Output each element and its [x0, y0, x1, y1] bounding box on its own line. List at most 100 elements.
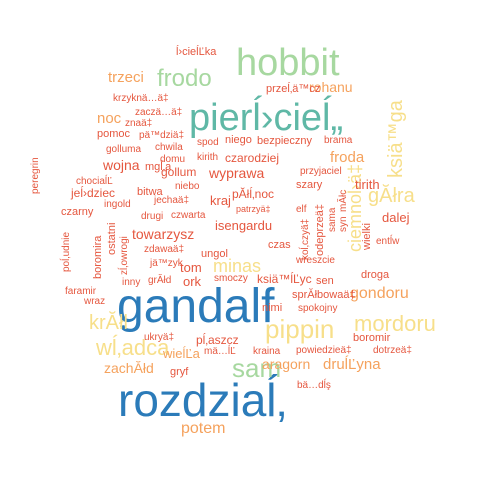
word-drugi: drugi	[141, 211, 164, 222]
word-wyprawa: wyprawa	[209, 165, 265, 181]
word-sprobowac: sprĂłbowaä‡	[292, 289, 356, 301]
word-znac: znaä‡	[125, 118, 153, 129]
word-plaszcz: pĺ‚aszcz	[196, 333, 239, 347]
word-faramir: faramir	[65, 286, 97, 297]
word-polnoc: pĂłĺ‚noc	[232, 187, 275, 201]
word-potem: potem	[181, 420, 226, 437]
word-zlowrogi: zĺ‚owrogi	[119, 236, 130, 275]
word-sam: sam	[232, 353, 282, 383]
word-poludnie: poĺ‚udnie	[61, 231, 72, 272]
word-kirith: kirith	[197, 152, 219, 163]
word-druzyna: druĺĽyna	[323, 356, 381, 373]
word-konczyc: koĺ‚czyä‡	[300, 218, 311, 260]
word-spokojny: spokojny	[298, 303, 338, 314]
word-chwila: chwila	[155, 142, 183, 153]
word-maz: mä…ĺĽ	[204, 346, 236, 357]
word-wraz: wraz	[84, 296, 106, 307]
word-czarny: czarny	[61, 206, 94, 218]
word-kraina: kraina	[253, 346, 281, 357]
word-boromir: boromir	[353, 332, 391, 344]
word-gondoru: gondoru	[350, 285, 409, 302]
word-zachod: zachĂłd	[104, 360, 154, 376]
word-boromira: boromira	[92, 235, 104, 279]
word-mgla: mgĺ‚a	[145, 161, 172, 173]
word-noc: noc	[97, 110, 122, 127]
word-zaczac: zaczä…ä‡	[135, 107, 183, 118]
word-czwarta: czwarta	[171, 210, 206, 221]
word-inny: inny	[122, 277, 141, 288]
word-gora: gĂłra	[368, 185, 415, 207]
word-ksiezyc: ksiä™ĺĽyc	[257, 272, 312, 286]
word-entow: entĺw	[376, 236, 400, 247]
word-sama: sama	[327, 207, 338, 232]
word-dalej: dalej	[382, 210, 410, 225]
word-sciezka: ĺ›cieĺĽka	[176, 46, 217, 58]
word-mordoru: mordoru	[354, 311, 436, 336]
word-trzeci: trzeci	[108, 69, 144, 86]
word-chociaz: chociaĺĽ	[76, 176, 113, 187]
word-hobbit: hobbit	[236, 42, 340, 84]
word-bitwa: bitwa	[137, 186, 163, 198]
word-wieza: wieĺĽa	[163, 346, 200, 361]
word-jezyk: jä™zyk	[150, 258, 183, 269]
word-ungol: ungol	[201, 248, 228, 260]
word-frodo: frodo	[157, 65, 212, 92]
word-gollum: gollum	[161, 165, 197, 179]
word-pippin: pippin	[265, 314, 335, 344]
word-rozdzial: rozdziaĺ‚	[118, 374, 287, 426]
word-gandalf: gandalf	[117, 280, 275, 333]
word-zdawac: zdawaä‡	[144, 244, 185, 255]
word-droga: droga	[361, 269, 390, 281]
word-golluma: golluma	[106, 144, 142, 155]
word-czas: czas	[268, 239, 291, 251]
word-pomoc: pomoc	[97, 128, 131, 140]
word-kraj: kraj	[210, 193, 231, 208]
word-krol: krĂłl	[89, 312, 128, 334]
word-bezpieczny: bezpieczny	[257, 135, 313, 147]
word-pedzic: pä™dziä‡	[139, 130, 185, 141]
word-jechac: jechaä‡	[154, 195, 190, 206]
word-odeprzec: odeprzeä‡	[314, 204, 326, 256]
word-grod: grĂłd	[148, 275, 172, 286]
word-pierscien: pierĺ›cieĺ„	[189, 97, 344, 139]
word-badz: bä…dĺş	[297, 380, 331, 391]
word-gryf: gryf	[170, 366, 189, 378]
word-sen: sen	[316, 275, 334, 287]
word-patrzyc: patrzyä‡	[236, 204, 271, 214]
word-wojna: wojna	[103, 157, 140, 173]
word-domu: domu	[160, 154, 186, 165]
word-tom: tom	[180, 260, 202, 275]
word-froda: froda	[330, 149, 365, 166]
word-towarzysz: towarzysz	[132, 226, 195, 242]
word-nimi: nimi	[262, 302, 283, 314]
word-dotrzec: dotrzeä‡	[373, 345, 412, 356]
word-jezdziec: jeĺ›dziec	[71, 186, 116, 200]
word-aragorn: aragorn	[262, 356, 311, 372]
word-ingold: ingold	[104, 199, 131, 210]
word-ork: ork	[183, 274, 202, 289]
word-ostatni: ostatni	[106, 222, 118, 255]
word-przyjaciel: przyjaciel	[300, 166, 342, 177]
word-niebo: niebo	[175, 181, 200, 192]
word-szary: szary	[296, 179, 323, 191]
word-elf: elf	[296, 204, 307, 215]
word-spod: niego	[225, 134, 252, 146]
word-wladca: wĺ‚adca	[96, 335, 170, 360]
word-syn: syn	[338, 216, 349, 232]
word-isengardu: isengardu	[215, 218, 273, 233]
word-tirith: tirith	[355, 177, 380, 192]
word-ukryc: ukryä‡	[144, 332, 175, 343]
word-moc: mĂłc	[338, 189, 349, 212]
word-rohanu: rohanu	[309, 79, 353, 95]
word-krzyknac: krzyknä…ä‡	[113, 93, 169, 104]
word-niego: spod	[197, 137, 219, 148]
word-powiedziec: powiedzieä‡	[296, 345, 352, 356]
word-peregrin: peregrin	[30, 157, 41, 194]
word-wreszcie: wreszcie	[296, 255, 335, 266]
word-ksiega: ksiä™ga	[385, 100, 407, 178]
word-brama: brama	[324, 135, 353, 146]
word-smoczy: smoczy	[214, 273, 248, 284]
word-wielki: wielki	[361, 223, 373, 250]
word-minas: minas	[213, 256, 262, 276]
